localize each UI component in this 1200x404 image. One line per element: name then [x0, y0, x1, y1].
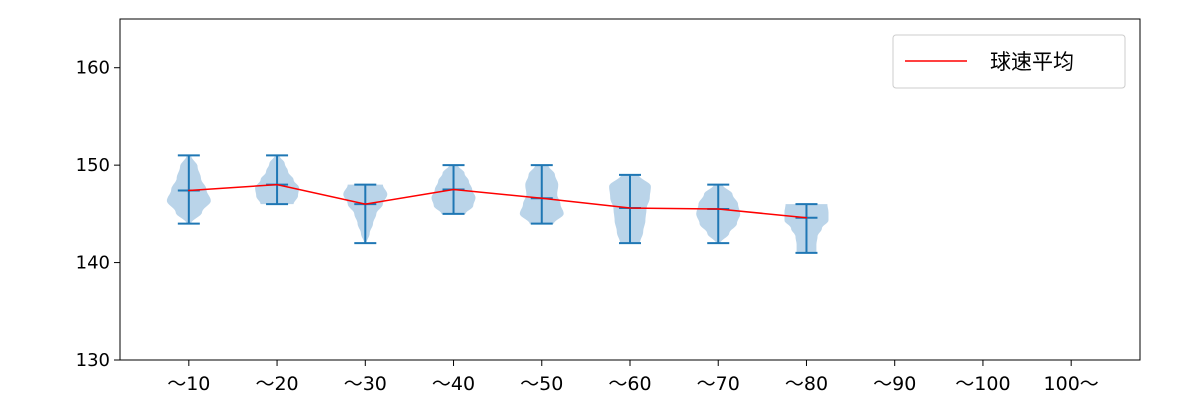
x-tick-label: ～10 [167, 373, 210, 395]
mean-speed-point [452, 188, 455, 191]
x-tick-label: ～40 [432, 373, 475, 395]
mean-speed-point [629, 207, 631, 209]
legend-box [892, 34, 1126, 89]
mean-speed-line [188, 183, 807, 219]
x-tick-label: ～90 [873, 373, 916, 395]
x-tick-label: ～30 [344, 373, 387, 395]
x-tick-label: 100～ [1044, 373, 1099, 395]
series-layer [188, 183, 808, 219]
x-tick-label: ～60 [608, 373, 651, 395]
mean-speed-point [540, 197, 543, 200]
legend-label: 球速平均 [990, 50, 1074, 74]
mean-speed-point [717, 208, 720, 210]
mean-speed-point [188, 189, 190, 192]
axes-layer: 130 140 150 160 ～10 ～20 ～30 ～40 ～50 ～60 ～70 ～80 ～90 ～… [76, 58, 1099, 395]
mean-speed-point [364, 203, 367, 205]
x-tick-label: ～100 [955, 373, 1010, 395]
legend: 球速平均 [892, 34, 1126, 89]
y-tick-label: 160 [76, 58, 110, 79]
violins-layer [166, 154, 829, 254]
y-tick-label: 130 [76, 350, 110, 371]
y-tick-label: 140 [76, 253, 110, 274]
mean-speed-point [805, 216, 808, 219]
x-tick-label: ～20 [255, 373, 298, 395]
y-tick-label: 150 [76, 155, 110, 176]
x-tick-label: ～80 [785, 373, 828, 395]
mean-speed-point [276, 183, 278, 186]
x-tick-label: ～50 [520, 373, 563, 395]
x-tick-label: ～70 [697, 373, 740, 395]
